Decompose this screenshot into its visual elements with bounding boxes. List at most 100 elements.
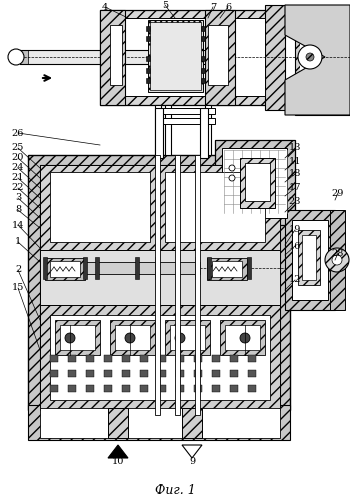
Text: 5: 5 <box>162 0 168 9</box>
Bar <box>176 385 184 392</box>
Bar <box>45 258 85 280</box>
Text: 15: 15 <box>12 283 24 292</box>
Bar <box>155 108 163 158</box>
Bar <box>298 230 320 285</box>
Bar <box>292 220 328 300</box>
Text: 23: 23 <box>289 198 301 207</box>
Bar <box>155 257 159 279</box>
Text: 6: 6 <box>225 2 231 11</box>
Bar <box>302 235 316 280</box>
Circle shape <box>298 45 322 69</box>
Bar <box>50 385 58 392</box>
Bar <box>195 155 200 415</box>
Bar <box>155 105 161 155</box>
Bar <box>110 25 122 85</box>
Bar <box>158 370 166 377</box>
Bar <box>40 305 280 410</box>
Bar <box>247 257 251 279</box>
Polygon shape <box>182 445 202 458</box>
Bar <box>140 355 148 362</box>
Bar <box>148 20 203 92</box>
Bar <box>201 68 205 73</box>
Bar <box>212 385 220 392</box>
Bar <box>165 105 171 155</box>
Bar <box>86 385 94 392</box>
Bar <box>28 155 290 410</box>
Polygon shape <box>108 445 128 458</box>
Bar <box>122 370 130 377</box>
Bar <box>43 257 47 279</box>
Bar <box>104 355 112 362</box>
Bar <box>245 163 270 201</box>
Text: 24: 24 <box>12 164 24 173</box>
Bar <box>68 370 76 377</box>
Bar <box>50 261 80 277</box>
Bar <box>50 315 270 400</box>
Bar <box>265 5 285 110</box>
Bar <box>146 36 150 41</box>
Text: 14: 14 <box>12 221 24 230</box>
Circle shape <box>8 49 24 65</box>
Polygon shape <box>285 5 350 115</box>
Bar <box>155 155 160 415</box>
Bar <box>207 257 211 279</box>
Bar <box>230 385 238 392</box>
Bar <box>201 26 205 31</box>
Bar <box>146 78 150 83</box>
Bar <box>155 108 215 114</box>
Text: 29: 29 <box>332 189 344 198</box>
Circle shape <box>229 165 235 171</box>
Bar <box>200 108 208 158</box>
Bar <box>122 385 130 392</box>
Bar <box>201 36 205 41</box>
Bar <box>300 15 340 110</box>
Text: 20: 20 <box>12 154 24 163</box>
Text: 22: 22 <box>12 184 24 193</box>
Circle shape <box>229 175 235 181</box>
Text: 7: 7 <box>210 2 216 11</box>
Text: 4: 4 <box>102 2 108 11</box>
Text: 8: 8 <box>15 206 21 215</box>
Bar <box>225 325 260 350</box>
Text: 11: 11 <box>289 157 301 166</box>
Bar <box>104 370 112 377</box>
Bar <box>248 385 256 392</box>
Bar <box>68 385 76 392</box>
Bar <box>55 320 100 355</box>
Text: 16: 16 <box>289 242 301 250</box>
Bar <box>212 370 220 377</box>
Bar <box>115 325 150 350</box>
Text: Фиг. 1: Фиг. 1 <box>155 484 195 497</box>
Bar <box>83 257 87 279</box>
Bar <box>240 158 275 208</box>
Text: 19: 19 <box>289 226 301 235</box>
Bar <box>140 385 148 392</box>
Bar <box>205 10 235 105</box>
Bar <box>205 105 211 155</box>
Bar <box>194 385 202 392</box>
Bar <box>20 50 28 64</box>
Bar <box>122 355 130 362</box>
Bar <box>68 355 76 362</box>
Circle shape <box>332 255 342 265</box>
Bar <box>248 355 256 362</box>
Bar <box>50 370 58 377</box>
Bar <box>195 257 199 279</box>
Bar <box>194 370 202 377</box>
Bar <box>50 355 58 362</box>
Text: 28: 28 <box>332 249 344 257</box>
Text: 25: 25 <box>12 144 24 153</box>
Bar <box>176 370 184 377</box>
Bar <box>201 56 205 61</box>
Text: 13: 13 <box>289 144 301 153</box>
Bar <box>176 355 184 362</box>
Circle shape <box>306 53 314 61</box>
Circle shape <box>325 248 349 272</box>
Bar <box>100 10 270 105</box>
Bar <box>230 355 238 362</box>
Bar <box>40 408 280 438</box>
Bar <box>140 370 148 377</box>
Bar <box>230 370 238 377</box>
Bar <box>146 68 150 73</box>
Bar <box>86 370 94 377</box>
